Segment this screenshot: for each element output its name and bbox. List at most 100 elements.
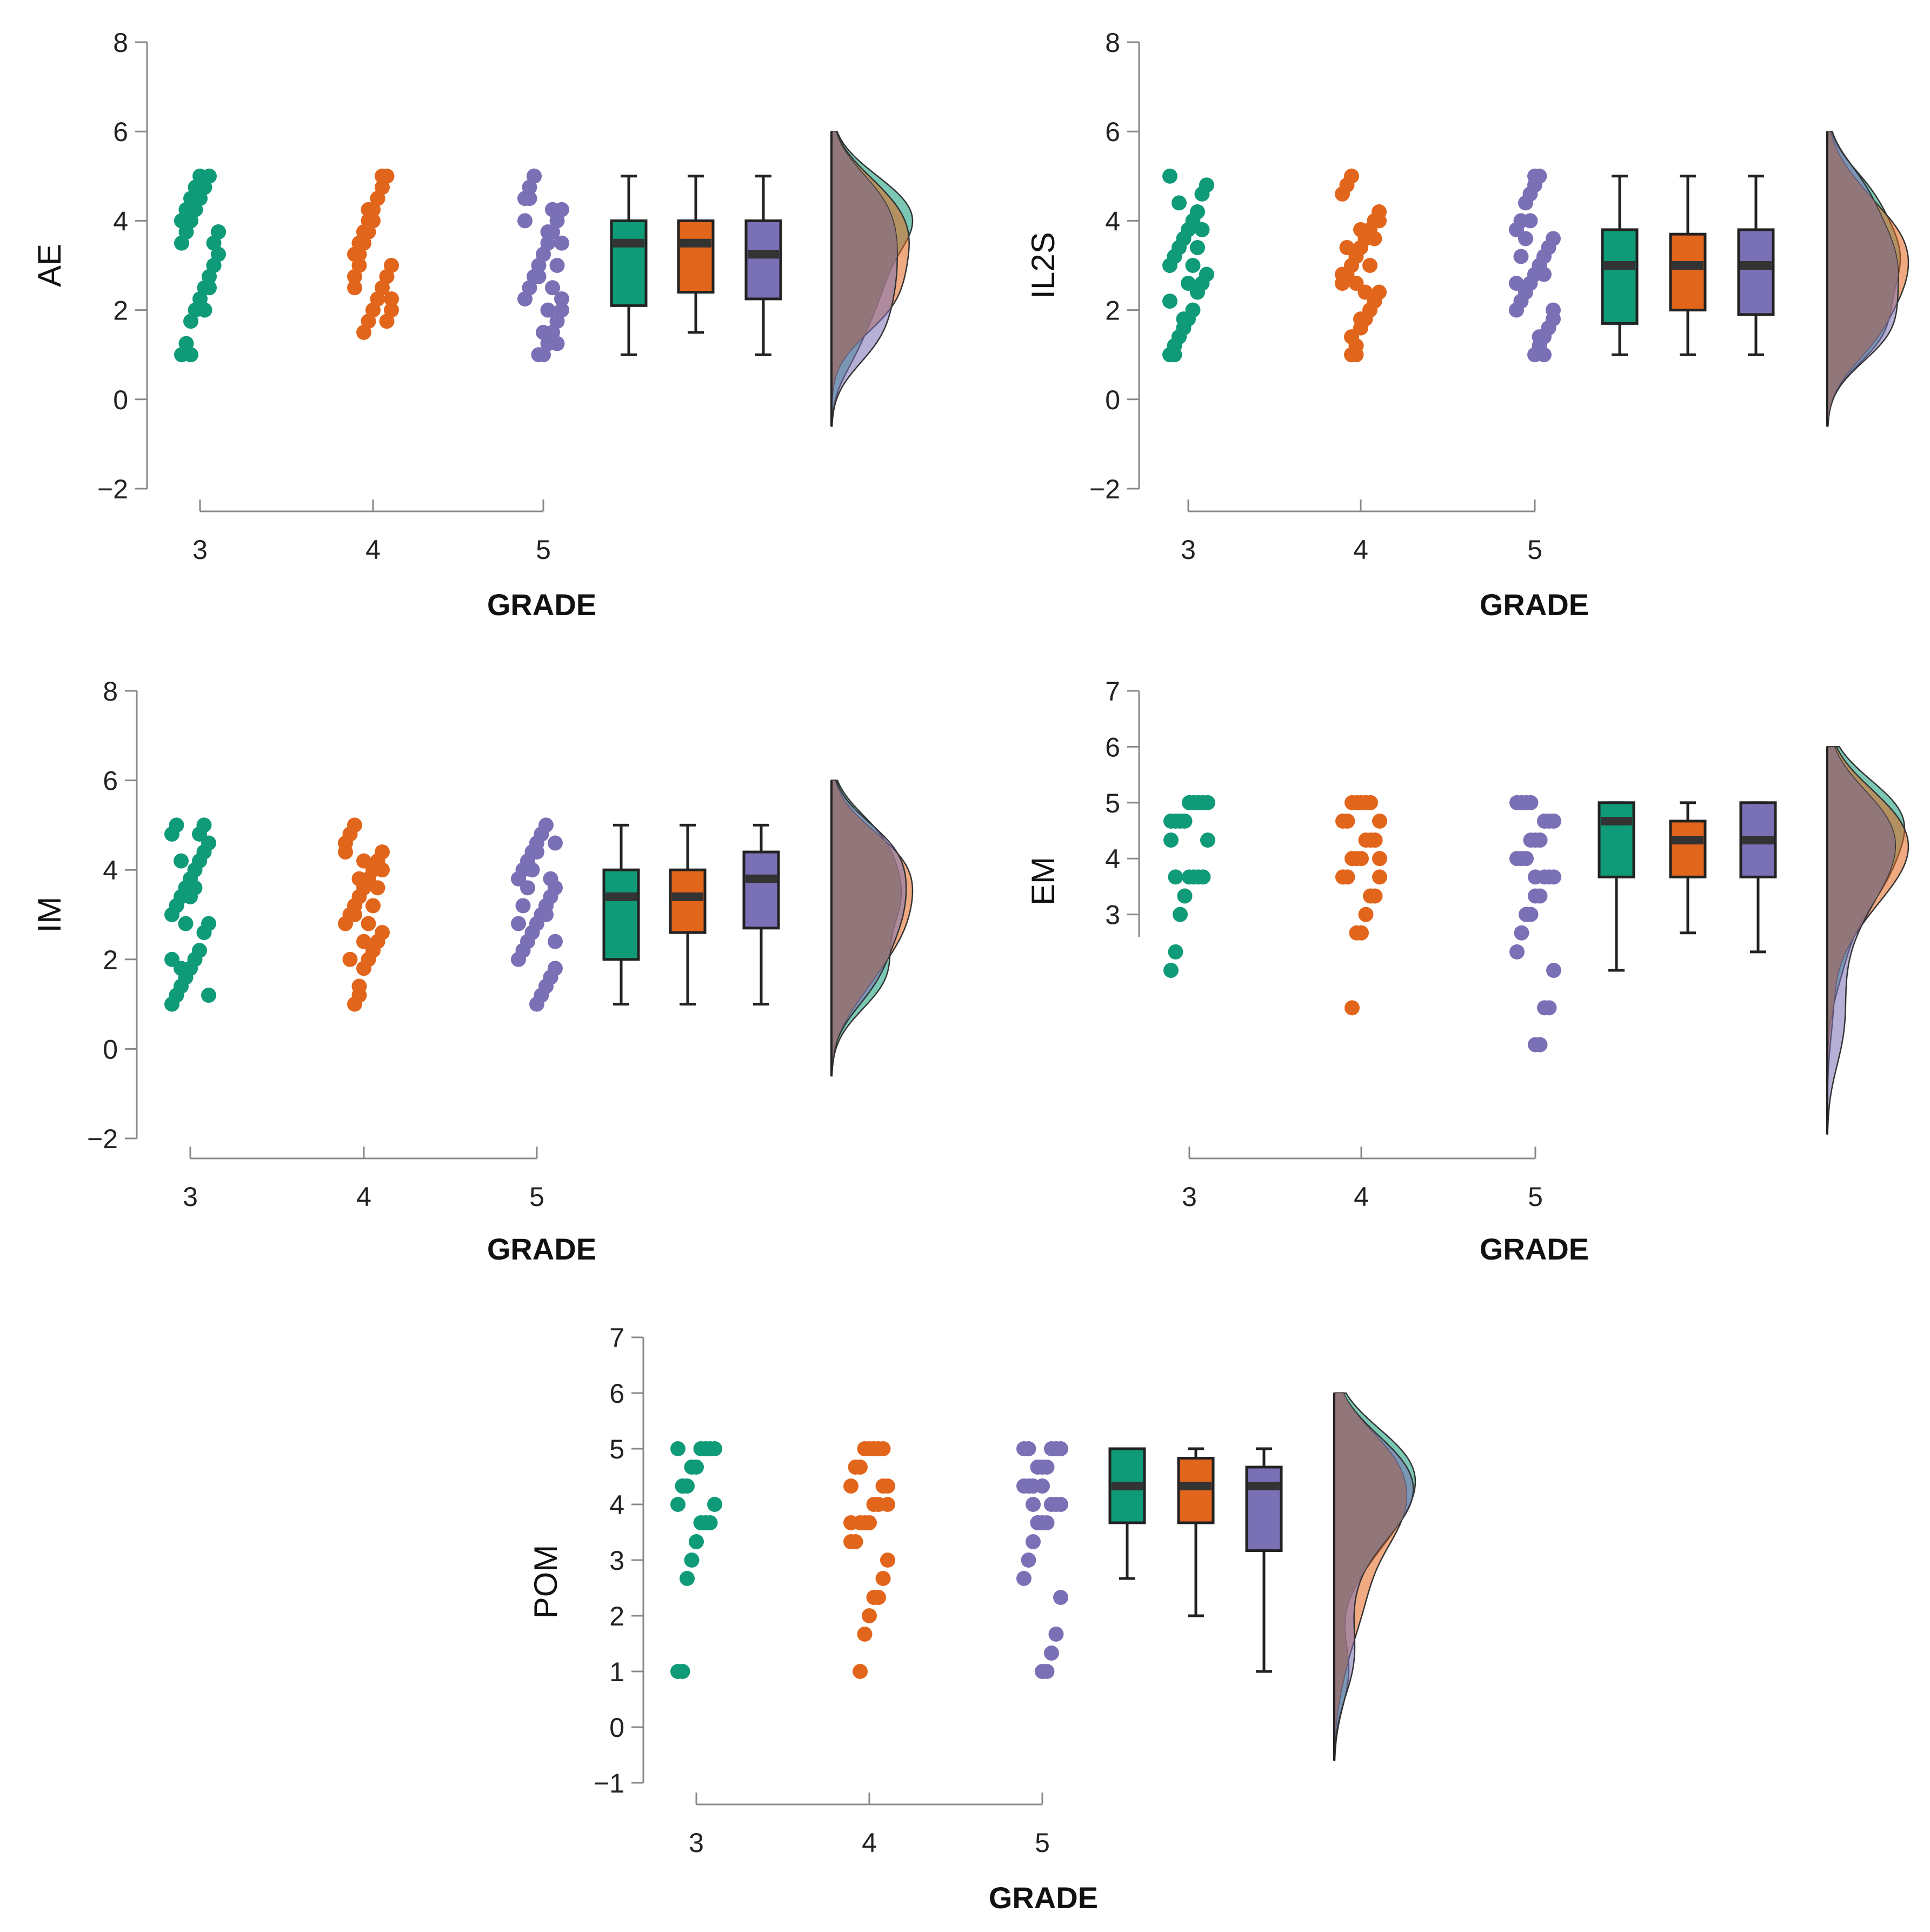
box-iqr [1669,232,1707,312]
x-axis-title: GRADE [487,1232,596,1266]
data-point [1367,888,1383,904]
data-point [192,168,208,184]
data-point [1053,1497,1068,1512]
data-point [527,168,542,184]
data-point [1345,1000,1360,1016]
data-point [1523,907,1539,922]
data-point [379,314,395,329]
x-tick-label: 5 [529,1182,544,1212]
data-point [1353,222,1368,237]
data-point [1536,347,1552,363]
density-overlap [1334,1393,1407,1761]
data-point [1039,1664,1055,1679]
data-point [1162,294,1177,309]
data-point [370,191,385,206]
data-point [1195,869,1211,885]
data-point [540,224,556,240]
data-point [1523,795,1539,810]
data-point [1527,168,1542,184]
data-point [178,916,194,931]
data-point [862,1515,877,1530]
data-point [1348,347,1364,363]
x-tick-label: 3 [1181,535,1196,565]
data-point [1162,168,1177,184]
density-overlap [831,780,901,1076]
data-point [545,202,560,217]
y-tick-label: 0 [1105,385,1120,415]
data-point [1546,231,1561,247]
data-point [534,826,549,842]
data-point [1537,813,1552,829]
data-point [201,988,216,1003]
data-point [675,1478,690,1494]
points-grade-4 [1335,795,1387,1016]
y-tick-label: 4 [609,1490,624,1520]
data-point [1163,813,1179,829]
box-iqr [610,219,648,307]
y-tick-label: 0 [103,1034,118,1064]
points-grade-5 [511,817,563,1012]
data-point [529,844,544,860]
data-point [880,1478,895,1494]
points-grade-4 [843,1441,895,1679]
data-point [187,880,203,896]
density-cloud [1826,130,1909,427]
y-tick-label: 4 [1105,206,1120,236]
data-point [1372,213,1387,229]
data-point [201,916,216,931]
x-axis-title: GRADE [487,588,596,622]
data-point [1509,944,1525,960]
data-point [1021,1441,1036,1456]
data-point [1519,851,1534,867]
data-point [375,844,390,860]
y-tick-label: −2 [87,1124,118,1154]
data-point [196,817,212,833]
data-point [169,898,184,914]
data-point [689,1534,704,1550]
box-iqr [742,850,780,930]
box-iqr [1245,1465,1283,1552]
data-point [1044,1645,1059,1661]
data-point [853,1459,868,1475]
data-point [1372,851,1387,867]
data-point [1199,267,1214,282]
data-point [169,817,184,833]
boxplot-grade-5 [1245,1447,1283,1673]
data-point [536,247,551,262]
y-tick-label: 8 [103,676,118,707]
data-point [1367,231,1382,247]
box-iqr [602,868,640,961]
data-point [347,280,362,296]
y-tick-label: −1 [594,1768,624,1798]
boxplot-grade-5 [744,175,782,356]
data-point [554,302,569,318]
data-point [1546,963,1561,978]
y-tick-label: 5 [1105,788,1120,818]
data-point [178,202,194,217]
data-point [684,1553,700,1568]
data-point [1532,329,1547,345]
x-tick-label: 4 [1353,535,1368,565]
data-point [1513,249,1529,264]
y-tick-label: 2 [103,945,118,975]
data-point [680,1570,695,1586]
data-point [1173,907,1188,922]
data-point [202,280,217,296]
density-overlap [831,131,897,427]
points-grade-3 [174,168,226,363]
data-point [871,1590,886,1605]
data-point [670,1497,686,1512]
data-point [361,202,376,217]
data-point [164,951,179,967]
data-point [1168,869,1183,885]
points-grade-3 [1162,168,1214,363]
data-point [536,324,551,340]
data-point [540,302,556,318]
y-tick-label: 0 [609,1713,624,1743]
chart-panel-pom: 7 6 5 4 3 2 1 0 −1 POM 3 4 5 GRADE [528,1323,1416,1915]
data-point [1372,284,1387,300]
points-grade-3 [164,817,216,1012]
data-point [375,168,390,184]
data-point [1362,258,1377,273]
